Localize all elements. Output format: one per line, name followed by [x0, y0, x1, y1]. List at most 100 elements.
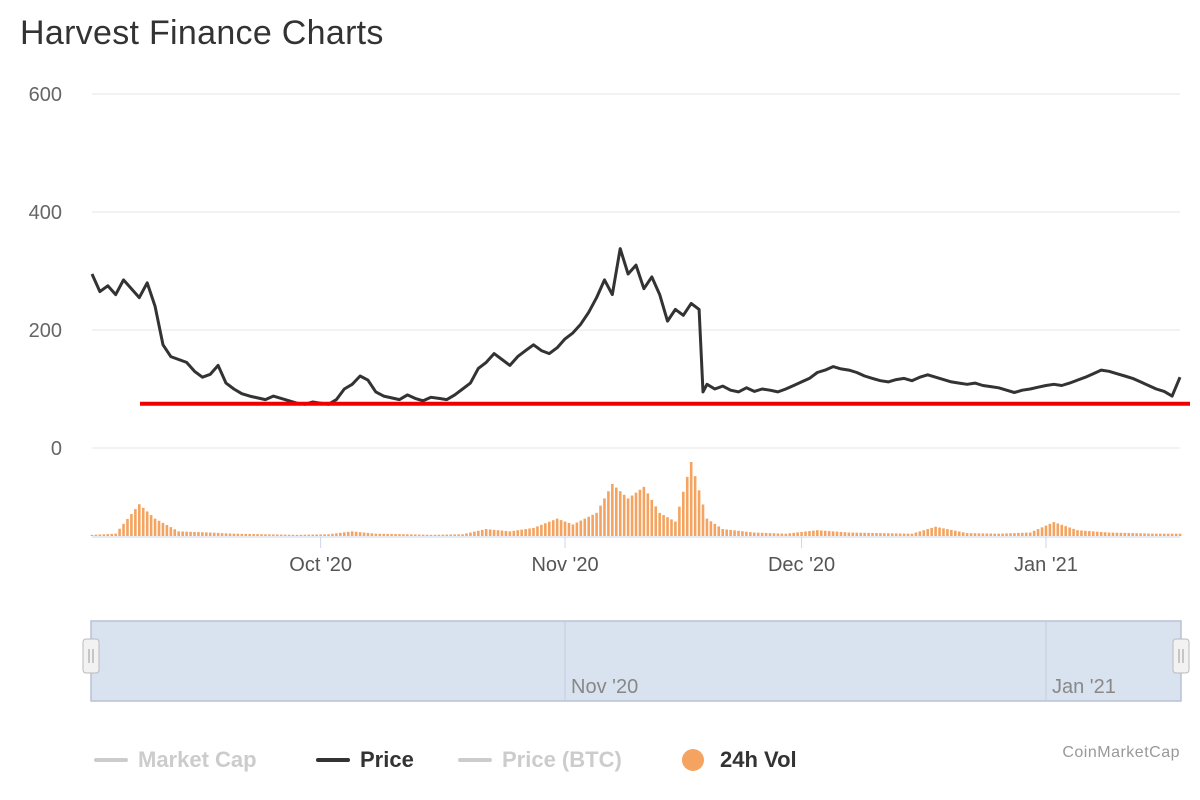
legend-marker-market-cap	[94, 758, 128, 762]
y-axis-tick-labels: 0 200 400 600	[29, 84, 62, 460]
price-line[interactable]	[90, 247, 1182, 406]
volume-bar	[587, 516, 590, 536]
volume-bar	[1084, 530, 1087, 536]
volume-bar	[914, 532, 918, 536]
navigator-range	[90, 620, 1182, 702]
volume-bar	[689, 462, 693, 536]
volume-bar	[291, 534, 295, 536]
volume-bar	[264, 534, 267, 536]
volume-bar	[1091, 531, 1095, 536]
volume-bar	[583, 518, 587, 536]
volume-bar	[595, 512, 598, 536]
volume-bar	[421, 534, 425, 536]
volume-bar	[181, 531, 184, 536]
volume-bar	[871, 532, 874, 536]
volume-bar	[685, 476, 689, 536]
volume-bar	[567, 522, 571, 536]
volume-bar	[323, 534, 326, 536]
volume-bar	[433, 534, 437, 536]
volume-bar	[973, 533, 977, 536]
credit-link[interactable]: CoinMarketCap	[1062, 744, 1180, 761]
volume-bar	[268, 534, 271, 536]
legend-marker-price	[316, 758, 350, 762]
volume-bar	[189, 531, 192, 536]
volume-bar	[1115, 532, 1119, 536]
volume-bar	[883, 533, 886, 536]
volume-bar	[816, 530, 819, 536]
legend-item-24h-vol[interactable]: 24h Vol	[682, 742, 797, 778]
volume-bar	[1166, 533, 1170, 536]
volume-bar	[1032, 530, 1036, 536]
volume-bar	[1119, 532, 1123, 536]
volume-bar	[800, 531, 803, 536]
volume-bar	[894, 533, 898, 536]
volume-bar	[425, 534, 429, 536]
volume-bar	[287, 534, 291, 536]
volume-bar	[212, 532, 216, 536]
volume-bar	[989, 533, 993, 536]
navigator[interactable]: Nov '20 Jan '21	[82, 620, 1190, 702]
volume-bar	[244, 533, 248, 536]
legend-item-price[interactable]: Price	[316, 742, 414, 778]
volume-bar	[528, 528, 531, 536]
volume-bar	[1095, 531, 1099, 536]
volume-bar	[658, 512, 661, 536]
volume-bar	[102, 534, 106, 536]
volume-bar	[216, 532, 220, 536]
navigator-handle-right[interactable]	[1172, 638, 1190, 674]
volume-bar	[918, 531, 922, 536]
volume-bar	[654, 506, 658, 536]
volume-bar	[145, 511, 149, 536]
legend-item-market-cap[interactable]: Market Cap	[94, 742, 257, 778]
x-tick-label: Oct '20	[289, 554, 352, 576]
volume-bar	[756, 532, 760, 536]
volume-bar	[1107, 532, 1111, 536]
volume-bar	[646, 493, 650, 536]
volume-bar	[410, 534, 413, 536]
volume-bar	[134, 509, 137, 536]
volume-bar	[875, 533, 878, 536]
volume-bar	[745, 531, 748, 536]
volume-bar	[682, 491, 685, 536]
volume-bar	[678, 506, 681, 536]
gridlines	[92, 93, 1180, 449]
volume-bar	[303, 534, 307, 536]
volume-bar	[508, 531, 512, 536]
volume-bar	[256, 534, 259, 536]
volume-bar	[1139, 533, 1142, 536]
volume-bar	[307, 534, 311, 536]
volume-bar	[977, 533, 981, 536]
volume-bar	[461, 534, 464, 536]
volume-bar	[153, 518, 157, 536]
volume-bar	[1064, 526, 1067, 536]
volume-bar	[563, 521, 567, 536]
volume-bar	[441, 534, 445, 536]
y-tick-label-200: 200	[29, 320, 62, 342]
volume-bar	[867, 532, 870, 536]
volume-bar	[110, 533, 114, 536]
volume-bar	[299, 534, 303, 536]
volume-bar	[398, 534, 401, 536]
volume-bar	[693, 476, 697, 536]
legend-item-price-btc[interactable]: Price (BTC)	[458, 742, 622, 778]
volume-bar	[236, 533, 240, 536]
volume-bar	[772, 533, 776, 536]
volume-bar	[796, 532, 799, 536]
volume-bar	[406, 534, 409, 536]
legend-label-market-cap: Market Cap	[138, 747, 257, 772]
price-series[interactable]	[90, 247, 1182, 406]
volume-bar	[500, 530, 504, 536]
volume-series[interactable]	[90, 462, 1182, 536]
volume-bar	[130, 514, 133, 536]
volume-bar	[311, 534, 315, 536]
legend-label-price: Price	[360, 747, 414, 772]
volume-bar	[260, 534, 263, 536]
volume-bar	[721, 529, 725, 536]
volume-bar	[370, 533, 374, 536]
volume-bar	[749, 532, 752, 536]
volume-bar	[1151, 533, 1154, 536]
volume-bar	[1052, 522, 1056, 536]
volume-bar	[804, 531, 807, 536]
navigator-handle-left[interactable]	[82, 638, 100, 674]
